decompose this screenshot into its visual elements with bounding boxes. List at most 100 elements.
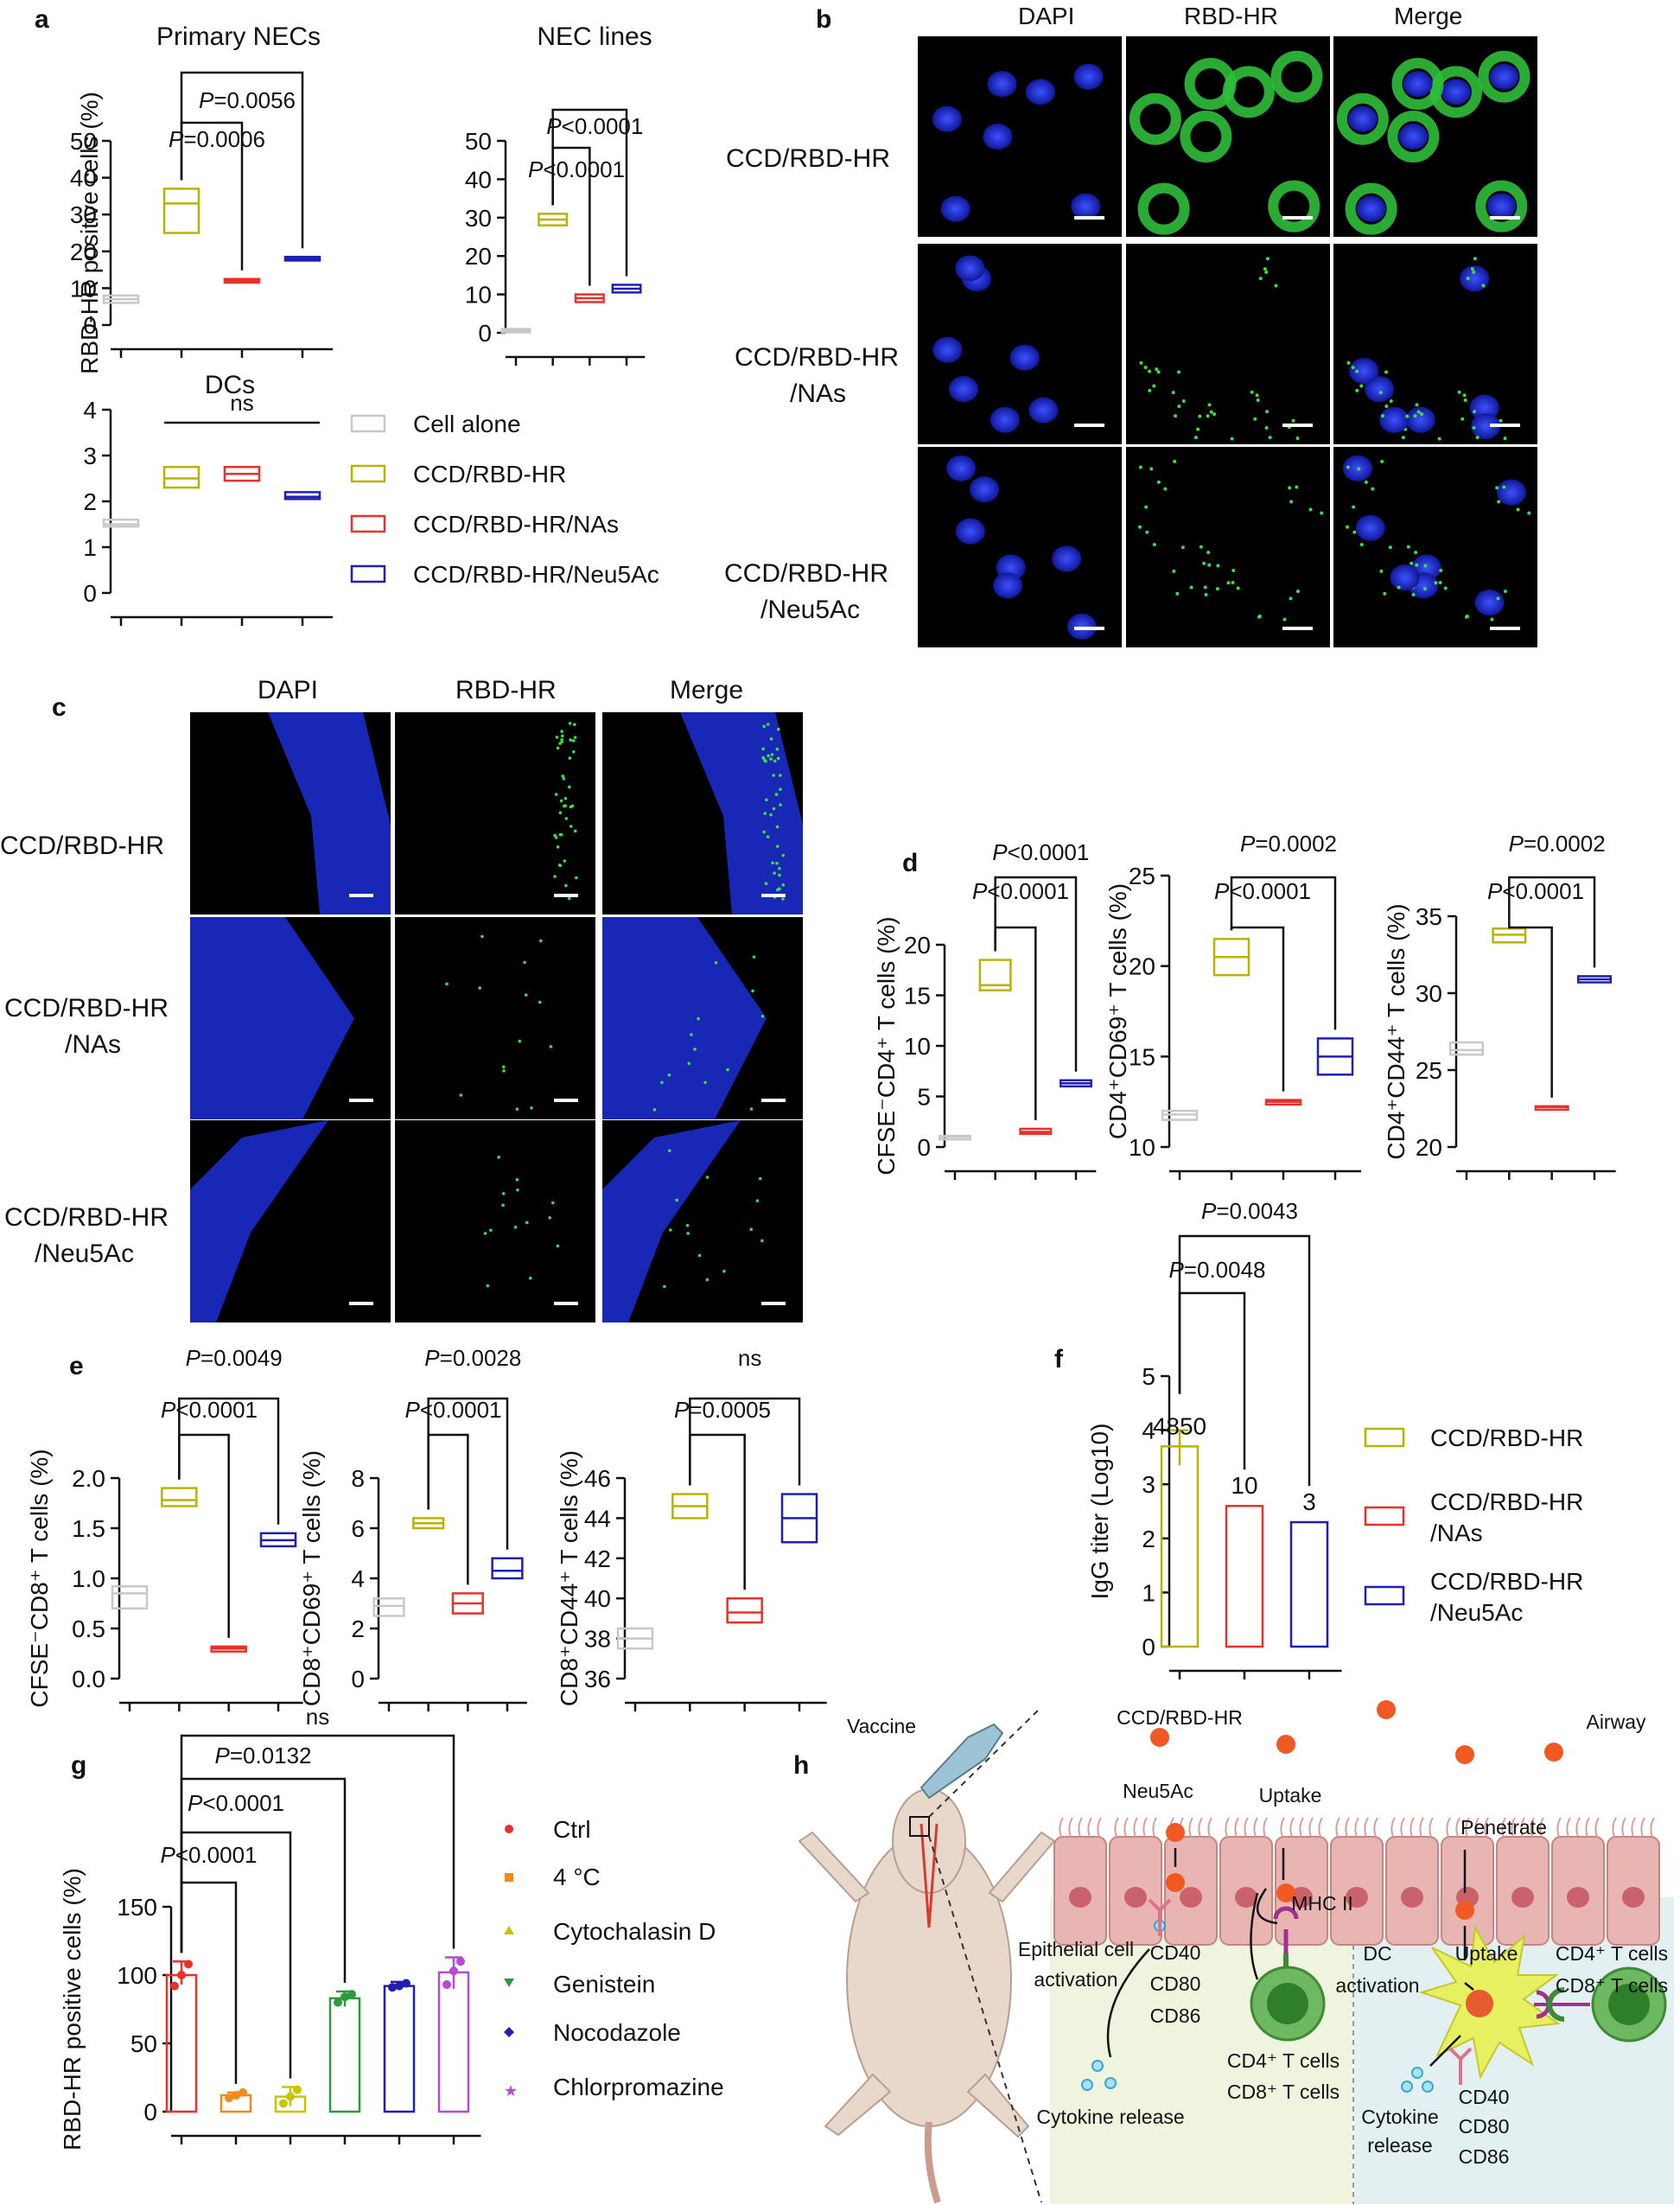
panel-c-dot-0-2-1 (778, 873, 781, 877)
panel-b-dot-1-2-6-1 (1355, 369, 1359, 373)
panel-b-dot-2-2-1-2 (1434, 581, 1438, 585)
panel-b-dot-2-2-1-3 (1438, 580, 1442, 584)
chart-e1-ytick-label-3: 1.5 (72, 1515, 105, 1542)
panel-c-dot-0-2-18 (773, 871, 776, 875)
chart-a1: 0 10 20 30 40 50 Primary NECs RBD-HR positive c… (70, 22, 333, 374)
panel-b-nucleus-2-0-1 (955, 518, 985, 545)
h-cilium-7-0 (1446, 1817, 1451, 1838)
panel-c-dot-0-1-19 (564, 817, 569, 820)
panel-b-dot-1-1-2-2 (1258, 277, 1263, 281)
panel-c-image-r1-c1 (395, 917, 595, 1119)
chart-f-data-label-0: 4850 (1153, 1412, 1206, 1439)
chart-a1-bracket-1 (180, 71, 304, 249)
chart-e3-ytick-label-2: 40 (584, 1585, 611, 1612)
chart-d1-bracket-1 (994, 876, 1078, 1072)
chart-a3-ytick-label-3: 3 (83, 443, 97, 469)
panel-c-dot-1-2-0 (760, 1014, 765, 1018)
chart-e1-box-0 (111, 1585, 149, 1610)
legend-a-swatch-1 (350, 464, 386, 483)
panel-b-dot-2-2-1-1 (1411, 593, 1416, 597)
panel-c-dot-0-2-34 (766, 835, 770, 838)
panel-c-dot-1-2-12 (690, 1033, 693, 1036)
panel-c-dot-1-1-10 (518, 1039, 522, 1043)
panel-c-dot-0-1-18 (558, 811, 563, 815)
panel-b-dot-1-2-0-0 (1384, 405, 1389, 409)
h-cytokine-3 (1081, 2079, 1093, 2091)
panel-b-dot-2-2-5-0 (1397, 585, 1401, 589)
h-cilium-5-4 (1373, 1817, 1378, 1838)
panel-b-nucleus-1-2-6 (1349, 358, 1379, 385)
chart-d1-ylabel: CFSE⁻CD4⁺ T cells (%) (873, 916, 900, 1175)
chart-g-point-3-2 (347, 1990, 356, 1999)
panel-c-dot-0-2-37 (767, 754, 770, 758)
legend-f: CCD/RBD-HR CCD/RBD-HR /NAs CCD/RBD-HR /N… (1364, 1424, 1583, 1626)
chart-e1-ytick-label-2: 1.0 (72, 1565, 105, 1592)
panel-c-image-r1-c2 (602, 917, 803, 1119)
chart-a2-bracket-1 (551, 108, 628, 277)
legend-a-label-2: CCD/RBD-HR/NAs (413, 511, 619, 538)
chart-d1-ytick-label-3: 15 (904, 983, 931, 1010)
panel-b-dot-1-1-4-0 (1181, 398, 1186, 403)
chart-e2-ytick-label-2: 4 (351, 1565, 365, 1592)
h-cilium-0-2 (1078, 1817, 1083, 1838)
h-cilium-10-3 (1640, 1817, 1645, 1838)
chart-d2-annotation-0: P<0.0001 (1214, 878, 1311, 904)
chart-e1-bracket-0 (178, 1433, 230, 1638)
h-cilium-8-4 (1539, 1817, 1544, 1838)
legend-a-swatch-2 (350, 514, 386, 533)
chart-e2-annotation-1: P=0.0028 (424, 1345, 521, 1371)
panel-b-row-1-line-0: CCD/RBD-HR (735, 343, 899, 372)
h-cilium-8-2 (1520, 1817, 1525, 1838)
panel-label-f: f (1054, 1345, 1064, 1373)
panel-c-dot-0-1-7 (575, 876, 578, 880)
panel-b-nucleus-2-2-3 (1496, 479, 1526, 506)
h-epithelial-cell-4 (1275, 1817, 1328, 1946)
chart-d2-annotation-1: P=0.0002 (1240, 831, 1337, 857)
h-cilium-10-1 (1621, 1817, 1626, 1838)
panel-c-dot-0-1-27 (564, 883, 568, 888)
h-label-8: CD40 (1150, 1941, 1201, 1964)
chart-e2: 0 2 4 6 8 CD8⁺CD69⁺ T cells (%) P<0.0001 P=0.00… (298, 1345, 527, 1711)
chart-f-ytick-label-0: 0 (1142, 1634, 1155, 1660)
chart-e1-ytick-label-1: 0.5 (72, 1616, 105, 1642)
panel-b-dot-2-1-1-3 (1231, 580, 1235, 584)
panel-c-dot-2-2-3 (705, 1176, 710, 1179)
panel-b-nucleus-0-0-1 (932, 105, 962, 132)
chart-g-bar-5 (437, 1971, 470, 2113)
panel-c-dot-0-1-28 (567, 785, 571, 789)
panel-b-dot-1-2-2-2 (1466, 277, 1470, 281)
panel-c-tissue-r0-c0 (268, 712, 391, 915)
panel-b-image-r2-c2 (1333, 447, 1537, 647)
panel-b-dot-2-1-1-2 (1226, 581, 1231, 585)
panel-c-image-r1-c0 (190, 917, 391, 1119)
panel-b-dot-1-1-5-0 (1264, 425, 1269, 430)
chart-g-ytick-label-2: 100 (117, 1962, 157, 1989)
panel-c-dot-2-1-10 (556, 1244, 560, 1248)
panel-b-dot-1-2-6-3 (1359, 384, 1364, 388)
panel-b-dot-1-1-6-1 (1148, 369, 1152, 373)
h-receptor-epithelial (1148, 1898, 1172, 1936)
panel-b-dot-2-1-0-4 (1206, 551, 1211, 555)
h-mhc-epithelial (1273, 1906, 1299, 1920)
chart-a1-title: Primary NECs (156, 22, 321, 51)
panel-c-dot-0-2-15 (776, 756, 780, 761)
panel-b-green-ring-0-1-6 (1184, 58, 1237, 111)
panel-c-dot-0-1-34 (563, 796, 568, 800)
panel-b-nucleus-2-0-3 (1052, 545, 1082, 572)
panel-b-dot-2-2-5-4 (1379, 569, 1384, 573)
panel-c-row-2-line-1: /Neu5Ac (35, 1240, 134, 1268)
chart-g: 0 50 100 150 RBD-HR positive cells (%) P<0.00… (59, 1704, 481, 2151)
panel-c-dot-1-1-11 (539, 939, 543, 943)
chart-a3-box-1 (162, 466, 200, 489)
h-label-15: CD4⁺ T cells (1556, 1942, 1668, 1965)
panel-c-dot-0-2-14 (781, 883, 786, 887)
chart-a1-box-1 (162, 188, 200, 234)
chart-a1-ylabel: RBD-HR positive cells (%) (76, 92, 103, 374)
panel-c-image-bg-r1-c1 (395, 917, 595, 1119)
panel-c-dot-0-1-4 (567, 896, 571, 901)
panel-b-dot-1-1-2-3 (1263, 267, 1267, 271)
chart-g-point-3-1 (340, 1992, 349, 2002)
panel-b-col-2: Merge (1394, 3, 1462, 29)
panel-b-dot-2-1-1-0 (1203, 585, 1207, 589)
chart-f-data-label-2: 3 (1302, 1488, 1316, 1515)
